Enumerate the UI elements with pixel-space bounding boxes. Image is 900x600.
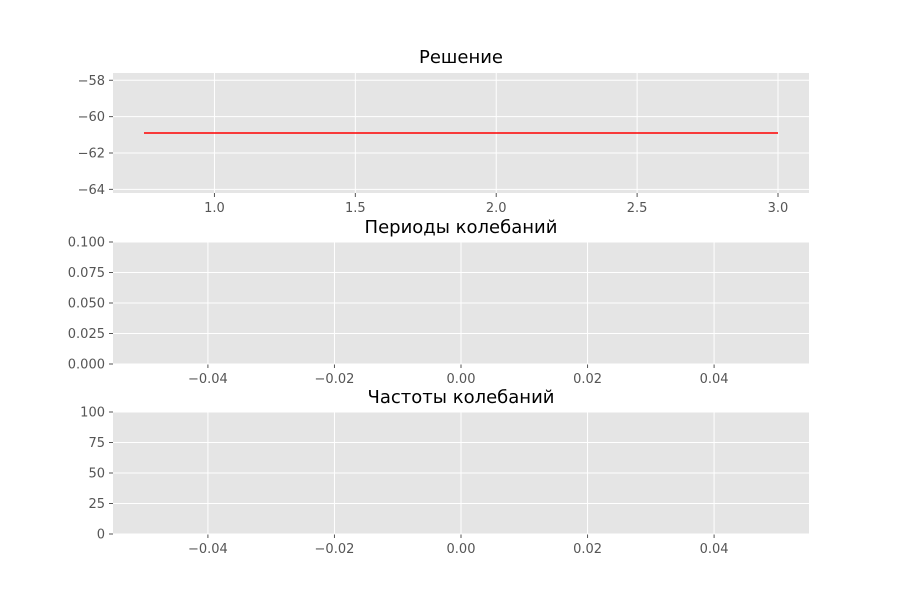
x-tick-label: −0.02 — [315, 542, 355, 557]
chart-title: Периоды колебаний — [365, 217, 558, 238]
y-tick-label: 0.025 — [68, 327, 105, 342]
axes: 1.0 1.5 2.0 2.5 3.0 −58 −60 −62 −64 — [78, 73, 809, 216]
subplot-periods: Периоды колебаний −0.04 −0.02 0.00 0.02 0.04… — [68, 217, 809, 387]
axes: −0.04 −0.02 0.00 0.02 0.04 0.000 0.025 0.050 0.0… — [68, 236, 809, 387]
x-tick-label: −0.02 — [315, 372, 355, 387]
subplot-frequencies: Частоты колебаний −0.04 −0.02 0.00 0.02 0.04… — [80, 387, 809, 557]
x-tick-label: 0.04 — [700, 542, 729, 557]
y-tick-label: −64 — [78, 183, 105, 198]
y-tick-label: 50 — [88, 467, 105, 482]
x-tick-label: 0.00 — [447, 542, 476, 557]
x-tick-label: 0.02 — [573, 542, 602, 557]
x-tick-label: −0.04 — [188, 372, 228, 387]
y-tick-label: 0.000 — [68, 358, 105, 373]
y-tick-label: 0.100 — [68, 236, 105, 251]
axes: −0.04 −0.02 0.00 0.02 0.04 0 25 50 75 100 — [80, 406, 809, 557]
chart-title: Частоты колебаний — [368, 387, 555, 408]
y-tick-label: 0 — [97, 528, 105, 543]
x-tick-label: −0.04 — [188, 542, 228, 557]
chart-title: Решение — [419, 47, 503, 68]
x-tick-label: 2.0 — [486, 201, 507, 216]
y-tick-label: −60 — [78, 110, 105, 125]
y-tick-label: 0.075 — [68, 266, 105, 281]
x-tick-label: 0.00 — [447, 372, 476, 387]
y-tick-label: 0.050 — [68, 297, 105, 312]
x-tick-label: 0.04 — [700, 372, 729, 387]
subplot-solution: Решение 1.0 1.5 2.0 2.5 3.0 −58 −60 −62 −64 — [78, 47, 809, 216]
y-tick-label: 75 — [88, 436, 105, 451]
x-tick-label: 0.02 — [573, 372, 602, 387]
y-tick-label: 25 — [88, 497, 105, 512]
y-tick-label: 100 — [80, 406, 105, 421]
x-tick-label: 3.0 — [768, 201, 789, 216]
y-tick-label: −58 — [78, 74, 105, 89]
x-tick-label: 1.0 — [204, 201, 225, 216]
y-tick-label: −62 — [78, 147, 105, 162]
x-tick-label: 1.5 — [345, 201, 366, 216]
x-tick-label: 2.5 — [627, 201, 648, 216]
